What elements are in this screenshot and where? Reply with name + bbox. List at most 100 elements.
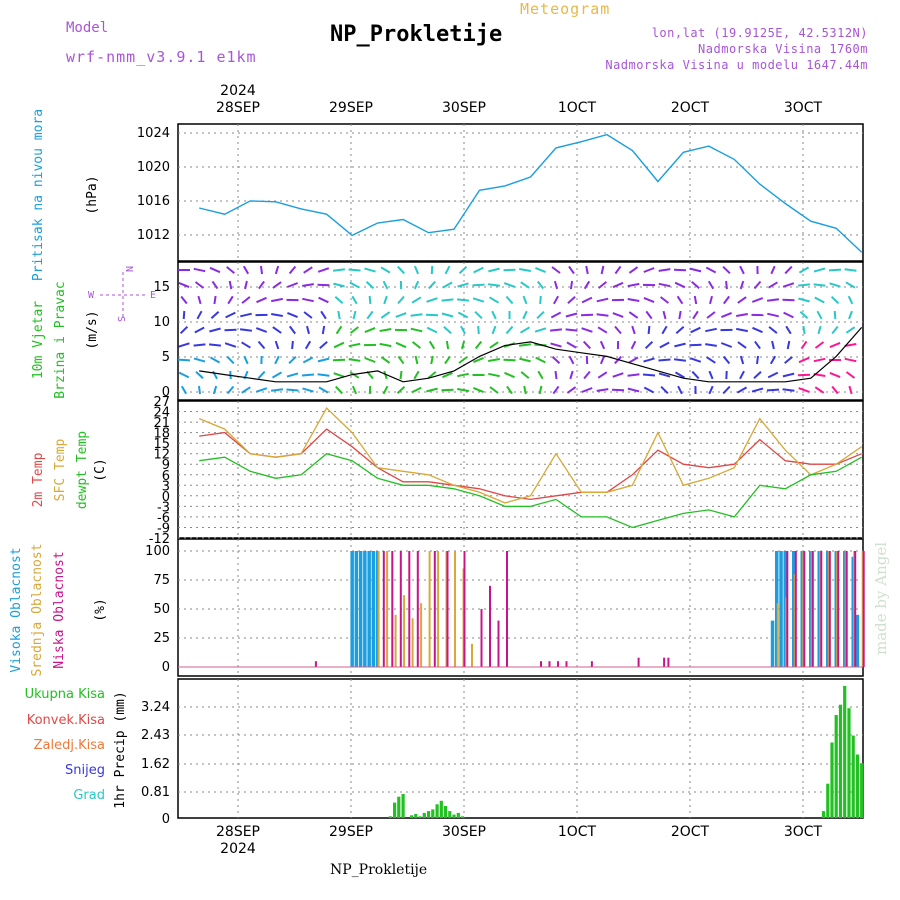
year-top: 2024 <box>220 83 256 99</box>
temp-unit: (C) <box>93 458 108 481</box>
wind-barb <box>241 386 251 394</box>
wind-barb <box>212 370 218 380</box>
precip-panel-frame <box>177 678 864 819</box>
wind-barb <box>321 325 326 335</box>
cloud-low-bar <box>820 551 823 667</box>
wind-barb <box>286 282 299 288</box>
wind-barb <box>767 312 779 318</box>
wind-barb <box>785 325 792 335</box>
wind-barb <box>271 297 283 303</box>
wind-barb <box>380 266 391 274</box>
precip-bar <box>388 816 392 818</box>
wind-barb <box>317 267 330 273</box>
wind-barb <box>674 281 686 289</box>
wind-barb <box>178 342 190 348</box>
precip-bar <box>826 783 830 818</box>
compass-w: W <box>88 290 95 301</box>
cloud-low-bar <box>667 657 670 667</box>
wind-barb <box>786 340 791 350</box>
wind-barb <box>537 370 544 380</box>
wind-barb <box>488 372 500 378</box>
date-bottom-5: 3OCT <box>784 824 823 840</box>
wind-barb <box>585 265 589 275</box>
wind-barb <box>768 326 778 334</box>
wind-barb <box>519 268 531 272</box>
wind-barb <box>241 341 251 349</box>
wind-barb <box>397 265 405 275</box>
wind-barb <box>332 358 346 362</box>
wind-barb <box>708 370 714 380</box>
wind-barb <box>458 356 468 364</box>
wind-barb <box>690 326 701 334</box>
wind-barb <box>844 343 857 347</box>
wind-barb <box>303 311 313 319</box>
wind-barb <box>614 325 622 335</box>
wind-barb <box>845 371 856 379</box>
wind-barb <box>550 311 562 319</box>
wind-barb <box>411 296 422 304</box>
wind-barb <box>445 340 450 350</box>
cloud-low-bar <box>391 551 394 667</box>
wind-barb <box>212 385 218 395</box>
date-top-5: 3OCT <box>784 100 823 116</box>
wind-barb <box>538 385 543 395</box>
wind-barb <box>677 385 683 395</box>
temp-tick: 24 <box>153 406 170 421</box>
wind-barb <box>226 385 235 395</box>
page-title: NP_Prokletije <box>330 22 503 47</box>
pressure-tick-2: 1016 <box>137 194 170 209</box>
wind-barb <box>178 371 190 379</box>
wind-barb <box>706 311 716 319</box>
temp-tick: 27 <box>153 395 170 410</box>
cloud-mid-bar <box>437 551 440 667</box>
wind-barb <box>766 298 780 302</box>
wind-speed-line <box>199 327 863 383</box>
wind-barb <box>798 297 810 303</box>
temp-2m-label: 2m Temp <box>31 452 46 507</box>
wind-barb <box>302 356 314 364</box>
cloud-mid-bar <box>386 551 389 667</box>
wind-barb <box>597 371 608 379</box>
wind-barb <box>535 266 546 274</box>
cloud-high-bar <box>770 620 775 667</box>
wind-barb <box>797 283 811 287</box>
wind-barb <box>522 295 528 305</box>
wind-barb <box>274 265 280 275</box>
wind-barb <box>349 326 360 334</box>
precip-bar <box>843 685 847 818</box>
wind-barb <box>287 311 298 319</box>
wind-barb <box>720 342 733 348</box>
cloud-low-bar <box>408 551 411 667</box>
wind-barb <box>691 370 700 380</box>
wind-barb <box>739 265 745 275</box>
wind-barb <box>675 326 685 334</box>
wind-barb <box>678 310 682 320</box>
wind-barb <box>813 267 826 273</box>
wind-barb <box>674 371 686 379</box>
wind-barb <box>196 310 203 320</box>
wind-barb <box>676 295 684 305</box>
wind-barb <box>596 388 609 392</box>
wind-barb <box>178 281 190 289</box>
wind-barb <box>193 267 206 273</box>
precip-legend-hail: Grad <box>73 788 105 803</box>
wind-barb <box>736 313 748 317</box>
wind-barb <box>458 266 468 274</box>
wind-barb <box>816 310 823 320</box>
wind-barb <box>333 282 345 288</box>
wind-barb <box>628 356 639 364</box>
wind-barb <box>473 356 484 364</box>
wind-barb <box>274 355 280 365</box>
wind-barb <box>239 328 253 332</box>
wind-barb <box>551 356 561 364</box>
wind-barb <box>662 310 667 320</box>
cloud-low-bar <box>463 551 466 667</box>
wind-barb <box>380 311 391 319</box>
wind-barb <box>272 281 282 289</box>
wind-barb <box>568 355 575 365</box>
wind-barb <box>536 310 545 320</box>
wind-barb <box>848 310 853 320</box>
wind-barb <box>208 343 222 347</box>
wind-barb <box>272 326 282 334</box>
wind-barb <box>349 281 360 289</box>
